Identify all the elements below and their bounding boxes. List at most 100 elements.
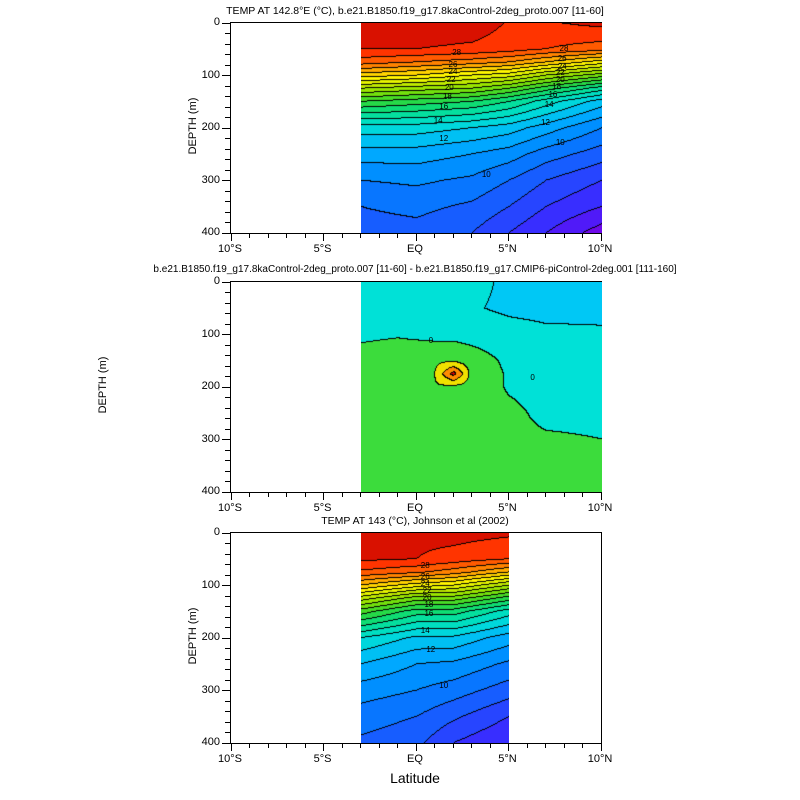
tick-mark bbox=[471, 493, 472, 497]
contour-label: 10 bbox=[481, 170, 491, 180]
tick-mark bbox=[225, 43, 230, 45]
tick-mark bbox=[225, 418, 230, 419]
tick-mark bbox=[471, 744, 472, 748]
contour-label: 12 bbox=[541, 117, 550, 127]
tick-mark bbox=[222, 127, 230, 129]
contour-label: 20 bbox=[444, 83, 454, 93]
tick-mark bbox=[225, 211, 230, 213]
tick-mark bbox=[304, 493, 306, 497]
x-tick-label: 5°S bbox=[313, 753, 332, 765]
y-tick-label: 300 bbox=[201, 432, 220, 445]
tick-mark bbox=[434, 493, 435, 497]
contour-label: 22 bbox=[422, 586, 432, 596]
tick-mark bbox=[222, 742, 230, 744]
tick-mark bbox=[415, 234, 417, 241]
tick-mark bbox=[225, 449, 230, 451]
tick-mark bbox=[225, 574, 230, 576]
tick-mark bbox=[397, 493, 398, 497]
tick-mark bbox=[434, 744, 435, 748]
x-tick-label: 5°N bbox=[498, 243, 517, 255]
contour-label: 10 bbox=[439, 681, 449, 691]
tick-mark bbox=[225, 64, 230, 66]
tick-mark bbox=[545, 493, 546, 497]
tick-mark bbox=[225, 732, 230, 733]
tick-mark bbox=[225, 616, 230, 618]
tick-mark bbox=[471, 234, 472, 238]
tick-mark bbox=[222, 439, 230, 440]
tick-mark bbox=[225, 658, 230, 660]
tick-mark bbox=[225, 711, 230, 712]
tick-mark bbox=[563, 493, 565, 497]
tick-mark bbox=[397, 234, 398, 238]
tick-mark bbox=[526, 493, 528, 497]
tick-mark bbox=[225, 222, 230, 223]
tick-mark bbox=[267, 493, 269, 497]
x-tick-label: 5°S bbox=[313, 243, 332, 255]
panel-title: b.e21.B1850.f19_g17.8kaControl-2deg_prot… bbox=[153, 264, 677, 275]
x-tick-label: 10°S bbox=[218, 753, 242, 765]
tick-mark bbox=[230, 234, 232, 241]
plot-area: 28 26 24 22 20 18 16 14 12 10 bbox=[222, 532, 602, 751]
tick-mark bbox=[489, 493, 491, 497]
contour-label: 24 bbox=[557, 61, 567, 71]
x-tick-label: 10°S bbox=[218, 502, 242, 514]
contour-label: 20 bbox=[422, 592, 432, 602]
tick-mark bbox=[267, 234, 269, 238]
tick-mark bbox=[563, 234, 565, 238]
tick-mark bbox=[225, 721, 230, 723]
contour-label: 10 bbox=[555, 137, 565, 147]
contour-label: 18 bbox=[552, 81, 562, 91]
tick-mark bbox=[434, 234, 435, 238]
tick-mark bbox=[225, 376, 230, 377]
tick-mark bbox=[230, 493, 232, 500]
tick-mark bbox=[225, 85, 230, 87]
tick-mark bbox=[489, 744, 491, 748]
tick-mark bbox=[341, 493, 343, 497]
contour-label: 28 bbox=[559, 44, 569, 54]
contour-label: 18 bbox=[442, 92, 452, 102]
contour-label: 18 bbox=[424, 599, 434, 609]
contour-label: 14 bbox=[544, 100, 554, 110]
tick-mark bbox=[508, 234, 509, 241]
tick-mark bbox=[397, 744, 398, 748]
tick-mark bbox=[225, 190, 230, 192]
panel-title: TEMP AT 143 (°C), Johnson et al (2002) bbox=[321, 515, 509, 527]
tick-mark bbox=[341, 744, 343, 748]
contour-label: 20 bbox=[555, 74, 565, 84]
tick-mark bbox=[222, 281, 230, 283]
contour-label: 0 bbox=[428, 336, 434, 346]
contour-label: 16 bbox=[548, 89, 558, 99]
tick-mark bbox=[222, 585, 230, 586]
tick-mark bbox=[222, 386, 230, 388]
tick-mark bbox=[304, 744, 306, 748]
tick-mark bbox=[225, 355, 230, 356]
x-tick-label: 5°N bbox=[498, 753, 517, 765]
tick-mark bbox=[225, 470, 230, 472]
y-tick-label: 100 bbox=[201, 68, 220, 81]
tick-mark bbox=[222, 532, 230, 534]
tick-mark bbox=[360, 493, 361, 497]
contour-label: 12 bbox=[439, 133, 449, 143]
tick-mark bbox=[225, 138, 230, 139]
tick-mark bbox=[225, 117, 230, 118]
x-tick-label: EQ bbox=[407, 243, 423, 255]
tick-mark bbox=[249, 234, 250, 238]
contour-label: 28 bbox=[452, 48, 462, 58]
tick-mark bbox=[225, 323, 230, 325]
contour-label: 24 bbox=[448, 67, 458, 77]
y-tick-label: 0 bbox=[213, 526, 220, 538]
tick-mark bbox=[225, 302, 230, 304]
tick-mark bbox=[222, 637, 230, 639]
tick-mark bbox=[415, 744, 417, 751]
tick-mark bbox=[225, 481, 230, 482]
tick-mark bbox=[286, 234, 287, 238]
tick-mark bbox=[222, 22, 230, 24]
tick-mark bbox=[508, 493, 509, 500]
tick-mark bbox=[452, 493, 454, 497]
tick-mark bbox=[415, 493, 417, 500]
y-tick-label: 300 bbox=[201, 683, 220, 696]
tick-mark bbox=[600, 744, 602, 751]
tick-mark bbox=[452, 234, 454, 238]
tick-mark bbox=[360, 744, 361, 748]
tick-mark bbox=[545, 234, 546, 238]
